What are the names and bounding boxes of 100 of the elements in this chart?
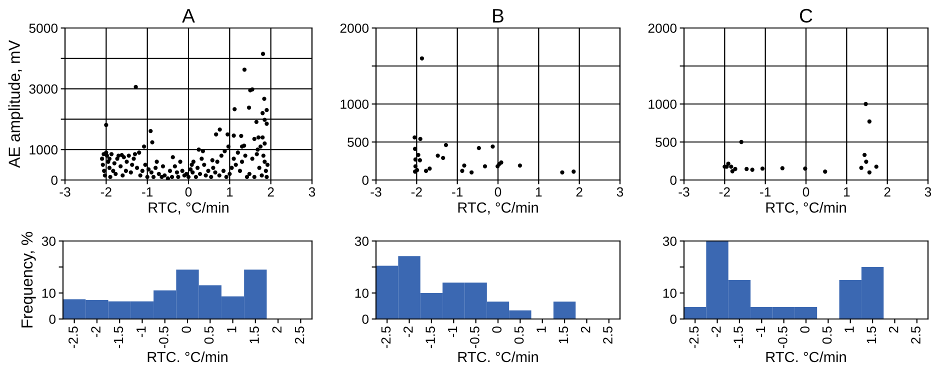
- x-tick-label: -1: [448, 326, 458, 338]
- point: [864, 160, 868, 164]
- point: [482, 164, 488, 168]
- y-tick-label: 10: [42, 288, 56, 298]
- x-tick-label: -2: [403, 326, 413, 338]
- x-tick-label: 3: [616, 187, 624, 197]
- point: [867, 119, 872, 124]
- point: [729, 164, 734, 169]
- point: [730, 169, 734, 174]
- point: [412, 146, 418, 151]
- point: [864, 102, 868, 106]
- x-tick-label: -2: [719, 187, 730, 197]
- x-tick-label: -1: [142, 187, 153, 197]
- x-axis-title: RTC. °C/min: [148, 351, 228, 362]
- point: [823, 170, 828, 174]
- y-tick-label: 10: [663, 288, 677, 298]
- x-tick-label: 1: [227, 326, 236, 332]
- point: [412, 135, 417, 140]
- x-tick-label: -1.5: [734, 326, 743, 348]
- y-tick-label: 30: [662, 236, 677, 246]
- y-tick-label: 2000: [648, 24, 677, 33]
- chart-title: C: [800, 8, 812, 23]
- x-tick-label: -2.5: [68, 326, 78, 348]
- point: [518, 163, 522, 168]
- x-tick-label: 2: [884, 187, 890, 197]
- x-tick-label: -2: [411, 187, 422, 197]
- x-tick-label: 2.5: [294, 326, 304, 344]
- x-tick-label: -2.5: [689, 326, 699, 348]
- y-axis-title: Frequency, %: [21, 232, 36, 328]
- x-tick-label: 0.5: [204, 326, 214, 344]
- point: [867, 170, 872, 174]
- x-tick-label: -1.5: [426, 326, 435, 348]
- point: [733, 166, 738, 172]
- point: [490, 144, 495, 149]
- point: [874, 164, 878, 169]
- x-tick-label: 1.5: [558, 326, 568, 344]
- x-tick-label: 2.5: [911, 326, 920, 344]
- x-tick-label: 1: [227, 187, 233, 197]
- x-axis-title: RTC, °C/min: [148, 202, 228, 214]
- chart-title: A: [182, 9, 195, 22]
- y-tick-label: 0: [670, 176, 677, 185]
- point: [441, 156, 446, 160]
- x-tick-label: -1: [760, 187, 771, 197]
- y-tick-label: 0: [49, 314, 56, 324]
- y-tick-label: 500: [656, 138, 677, 147]
- y-tick-label: 30: [42, 236, 56, 246]
- x-tick-label: -1: [136, 326, 146, 338]
- point: [460, 168, 464, 173]
- y-tick-label: 1000: [30, 145, 58, 155]
- point: [428, 166, 432, 171]
- x-tick-label: -0.5: [778, 326, 788, 348]
- x-tick-label: 0: [802, 187, 810, 197]
- x-tick-label: 2: [272, 326, 282, 333]
- x-tick-label: -1: [756, 326, 766, 338]
- x-tick-label: 1: [844, 326, 854, 332]
- x-tick-label: 3: [924, 187, 932, 197]
- point: [416, 152, 420, 158]
- point: [560, 170, 564, 174]
- y-tick-label: 2000: [340, 24, 369, 33]
- bar: [553, 302, 576, 319]
- x-tick-label: 0.5: [822, 326, 832, 344]
- x-tick-label: -2.5: [381, 326, 391, 348]
- x-tick-label: -1: [452, 187, 463, 197]
- point: [413, 157, 418, 162]
- x-tick-label: 1.5: [250, 326, 259, 344]
- x-tick-label: -2: [91, 326, 100, 338]
- y-tick-label: 0: [362, 176, 369, 185]
- x-tick-label: 2: [888, 326, 898, 333]
- x-tick-label: -0.5: [470, 326, 480, 348]
- x-tick-label: 0: [494, 187, 502, 197]
- x-tick-label: -2: [100, 187, 112, 197]
- x-tick-label: -3: [370, 187, 382, 197]
- x-axis-title: RTC. °C/min: [458, 351, 538, 362]
- x-tick-label: -1.5: [114, 326, 124, 348]
- x-tick-label: 0: [185, 187, 192, 197]
- x-axis-title: RTC, °C/min: [458, 202, 538, 214]
- point: [744, 166, 749, 172]
- x-tick-label: 1: [536, 326, 546, 332]
- x-tick-label: -2: [711, 326, 721, 338]
- y-tick-label: 1000: [340, 100, 369, 109]
- y-axis-title: AE amplitude, mV: [8, 40, 24, 168]
- x-tick-label: 0: [182, 326, 192, 333]
- point: [418, 136, 422, 142]
- point: [462, 163, 466, 168]
- x-tick-label: -3: [678, 187, 690, 197]
- point: [862, 152, 867, 158]
- point: [424, 168, 428, 173]
- y-tick-label: 5000: [29, 24, 58, 33]
- x-tick-label: 2: [576, 187, 582, 197]
- y-tick-label: 3000: [29, 84, 58, 94]
- point: [436, 154, 440, 158]
- x-tick-label: 1: [536, 187, 542, 197]
- x-axis-title: RTC. °C/min: [766, 351, 846, 362]
- y-tick-label: 10: [355, 288, 369, 298]
- y-tick-label: 0: [362, 314, 369, 324]
- point: [572, 170, 576, 174]
- point: [750, 168, 754, 172]
- x-tick-label: 3: [308, 187, 316, 197]
- point: [780, 166, 784, 170]
- point: [859, 166, 864, 170]
